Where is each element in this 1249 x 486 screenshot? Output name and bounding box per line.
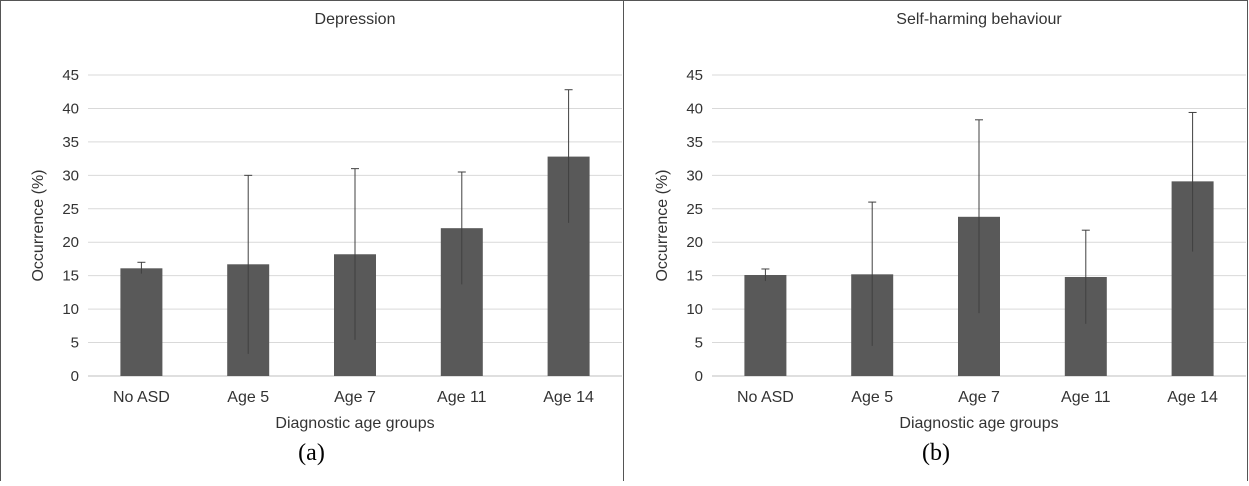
y-tick-label: 0 — [695, 368, 703, 385]
panel-label-b: (b) — [922, 440, 950, 466]
y-tick-label: 25 — [62, 201, 79, 218]
x-tick-label: Age 14 — [543, 389, 594, 406]
x-tick-label: Age 14 — [1167, 389, 1218, 406]
x-axis-title: Diagnostic age groups — [275, 415, 434, 432]
chart-b: Self-harming behaviour 0 5 10 15 20 25 30 35 40 45… — [654, 11, 1246, 432]
panel-divider — [623, 0, 624, 481]
x-tick-label: No ASD — [737, 389, 794, 406]
y-tick-label: 45 — [62, 67, 79, 84]
y-tick-label: 25 — [686, 201, 703, 218]
y-tick-label: 10 — [686, 301, 703, 318]
y-tick-label: 20 — [686, 234, 703, 251]
x-tick-label: Age 11 — [1061, 389, 1111, 406]
chart-panel-a: Depression 0 5 10 15 20 25 30 35 40 45 No ASD Age 5 A… — [0, 0, 623, 481]
y-tick-label: 5 — [695, 335, 703, 352]
y-tick-label: 35 — [686, 134, 703, 151]
chart-title: Depression — [315, 11, 396, 28]
y-tick-label: 35 — [62, 134, 79, 151]
y-tick-label: 10 — [62, 301, 79, 318]
y-tick-label: 45 — [686, 67, 703, 84]
y-tick-label: 15 — [62, 268, 79, 285]
bar-no-asd — [744, 274, 787, 376]
x-tick-label: Age 11 — [437, 389, 487, 406]
chart-a: Depression 0 5 10 15 20 25 30 35 40 45 No ASD Age 5 A… — [30, 11, 622, 432]
panel-label-a: (a) — [298, 440, 325, 466]
y-tick-label: 30 — [686, 167, 703, 184]
bar-no-asd — [120, 268, 163, 376]
chart-title: Self-harming behaviour — [896, 11, 1062, 28]
x-tick-label: Age 5 — [851, 389, 893, 406]
x-tick-label: Age 5 — [227, 389, 269, 406]
y-axis-title: Occurrence (%) — [654, 169, 671, 281]
y-tick-label: 30 — [62, 167, 79, 184]
y-tick-label: 5 — [71, 335, 79, 352]
y-tick-label: 0 — [71, 368, 79, 385]
y-axis-title: Occurrence (%) — [30, 169, 47, 281]
y-tick-label: 40 — [62, 100, 79, 117]
y-tick-label: 15 — [686, 268, 703, 285]
x-axis-title: Diagnostic age groups — [899, 415, 1058, 432]
x-tick-label: Age 7 — [958, 389, 1000, 406]
x-tick-label: No ASD — [113, 389, 170, 406]
x-tick-label: Age 7 — [334, 389, 376, 406]
chart-panel-b: Self-harming behaviour 0 5 10 15 20 25 30 35 40 45… — [624, 0, 1248, 481]
y-tick-label: 20 — [62, 234, 79, 251]
y-tick-label: 40 — [686, 100, 703, 117]
